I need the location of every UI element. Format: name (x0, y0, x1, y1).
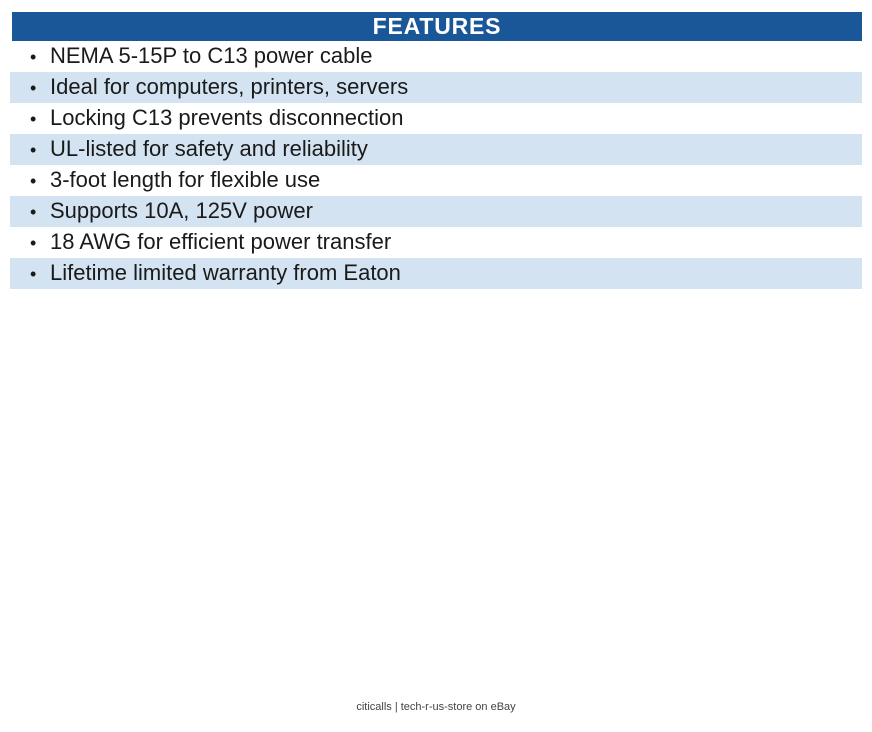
bullet-icon: • (30, 201, 37, 222)
feature-item: • Supports 10A, 125V power (10, 196, 862, 227)
feature-text: Ideal for computers, printers, servers (50, 73, 409, 99)
bullet-icon: • (30, 170, 37, 191)
feature-text: UL-listed for safety and reliability (50, 135, 368, 161)
feature-item: • 18 AWG for efficient power transfer (10, 227, 862, 258)
features-header: FEATURES (12, 12, 862, 41)
feature-text: Locking C13 prevents disconnection (50, 104, 404, 130)
bullet-icon: • (30, 232, 37, 253)
feature-text: 3-foot length for flexible use (50, 166, 321, 192)
bullet-icon: • (30, 139, 37, 160)
feature-text: Lifetime limited warranty from Eaton (50, 259, 401, 285)
bullet-icon: • (30, 263, 37, 284)
feature-item: • Locking C13 prevents disconnection (10, 103, 862, 134)
feature-text: 18 AWG for efficient power transfer (50, 228, 392, 254)
feature-text: NEMA 5-15P to C13 power cable (50, 42, 373, 68)
features-list: • NEMA 5-15P to C13 power cable • Ideal … (10, 41, 862, 289)
bullet-icon: • (30, 108, 37, 129)
feature-item: • Ideal for computers, printers, servers (10, 72, 862, 103)
feature-item: • 3-foot length for flexible use (10, 165, 862, 196)
bullet-icon: • (30, 46, 37, 67)
feature-text: Supports 10A, 125V power (50, 197, 313, 223)
features-title: FEATURES (372, 13, 502, 39)
feature-item: • UL-listed for safety and reliability (10, 134, 862, 165)
feature-item: • NEMA 5-15P to C13 power cable (10, 41, 862, 72)
footer-credit: citicalls | tech-r-us-store on eBay (356, 701, 516, 713)
bullet-icon: • (30, 77, 37, 98)
feature-item: • Lifetime limited warranty from Eaton (10, 258, 862, 289)
